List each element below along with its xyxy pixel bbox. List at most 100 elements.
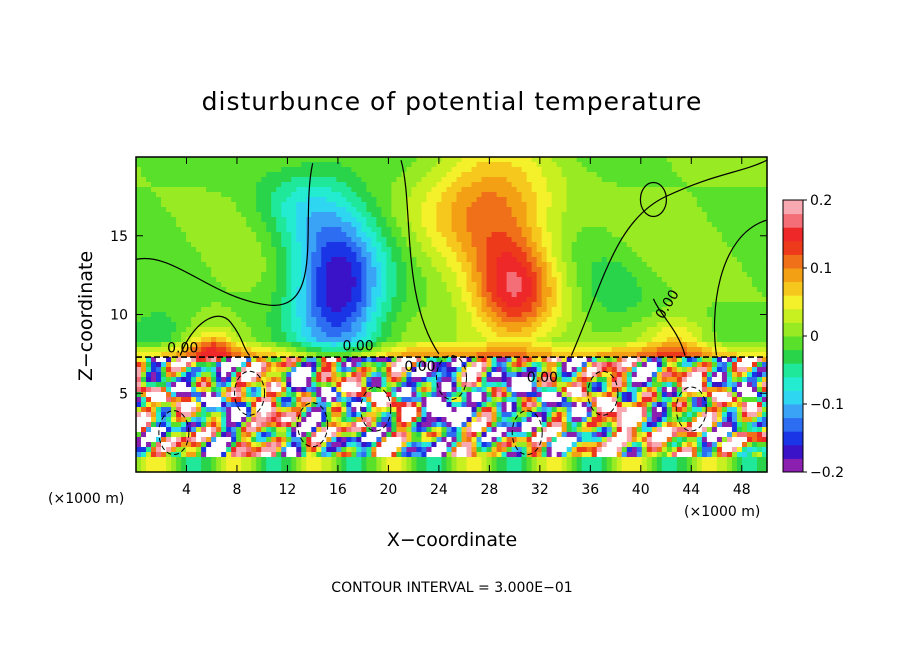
field-cell: [426, 192, 433, 198]
field-cell: [276, 252, 282, 258]
field-cell: [211, 187, 217, 193]
field-cell: [631, 207, 638, 213]
field-cell: [756, 192, 763, 198]
field-cell: [381, 327, 387, 333]
field-cell: [631, 192, 638, 198]
field-cell: [231, 317, 237, 323]
field-cell: [656, 277, 663, 283]
field-cell: [376, 172, 382, 178]
field-cell: [561, 182, 568, 188]
field-cell: [176, 352, 182, 358]
field-cell: [381, 347, 387, 353]
field-cell: [436, 162, 443, 168]
field-cell: [701, 177, 708, 183]
field-cell: [251, 202, 257, 208]
field-cell: [286, 242, 292, 248]
field-cell: [561, 212, 568, 218]
field-cell: [551, 202, 558, 208]
field-cell: [471, 232, 478, 238]
field-cell: [381, 292, 387, 298]
field-cell: [196, 192, 202, 198]
field-cell: [551, 172, 558, 178]
field-cell: [461, 332, 468, 338]
field-cell: [526, 197, 533, 203]
field-cell: [451, 247, 458, 253]
field-cell: [556, 337, 563, 343]
field-cell: [526, 307, 533, 313]
field-cell: [711, 277, 718, 283]
field-cell: [261, 332, 267, 338]
field-cell: [671, 282, 678, 288]
field-cell: [641, 252, 648, 258]
field-cell: [731, 207, 738, 213]
field-cell: [171, 187, 177, 193]
field-cell: [181, 197, 187, 203]
field-cell: [706, 272, 713, 278]
field-cell: [136, 217, 142, 223]
field-cell: [166, 177, 172, 183]
field-cell: [611, 277, 618, 283]
field-cell: [401, 327, 408, 333]
field-cell: [261, 257, 267, 263]
field-cell: [741, 272, 748, 278]
field-cell: [246, 197, 252, 203]
field-cell: [611, 232, 618, 238]
field-cell: [696, 302, 703, 308]
field-cell: [421, 317, 428, 323]
field-cell: [256, 257, 262, 263]
field-cell: [751, 317, 758, 323]
field-cell: [586, 192, 593, 198]
field-cell: [386, 212, 393, 218]
field-cell: [506, 327, 513, 333]
field-cell: [741, 277, 748, 283]
field-cell: [596, 182, 603, 188]
field-cell: [661, 227, 668, 233]
field-cell: [516, 297, 523, 303]
field-cell: [651, 262, 658, 268]
field-cell: [191, 182, 197, 188]
field-cell: [396, 252, 403, 258]
field-cell: [186, 282, 192, 288]
field-cell: [371, 237, 377, 243]
field-cell: [151, 302, 157, 308]
field-cell: [161, 232, 167, 238]
field-cell: [241, 312, 247, 318]
field-cell: [721, 182, 728, 188]
field-cell: [666, 267, 673, 273]
field-cell: [706, 197, 713, 203]
field-cell: [241, 292, 247, 298]
field-cell: [296, 327, 302, 333]
field-cell: [521, 232, 528, 238]
field-cell: [426, 162, 433, 168]
field-cell: [596, 267, 603, 273]
field-cell: [301, 312, 307, 318]
field-cell: [306, 172, 312, 178]
field-cell: [726, 157, 733, 163]
field-cell: [661, 162, 668, 168]
field-cell: [581, 282, 588, 288]
field-cell: [566, 282, 573, 288]
field-cell: [406, 167, 413, 173]
field-cell: [706, 307, 713, 313]
field-cell: [356, 352, 362, 358]
field-cell: [151, 277, 157, 283]
field-cell: [381, 237, 387, 243]
field-cell: [621, 202, 628, 208]
field-cell: [601, 347, 608, 353]
field-cell: [511, 157, 518, 163]
field-cell: [516, 172, 523, 178]
field-cell: [396, 297, 403, 303]
field-cell: [296, 267, 302, 273]
field-cell: [276, 332, 282, 338]
field-cell: [646, 277, 653, 283]
field-cell: [301, 227, 307, 233]
field-cell: [391, 332, 398, 338]
field-cell: [621, 212, 628, 218]
field-cell: [596, 237, 603, 243]
field-cell: [751, 237, 758, 243]
field-cell: [546, 257, 553, 263]
field-cell: [616, 287, 623, 293]
field-cell: [171, 292, 177, 298]
field-cell: [221, 222, 227, 228]
field-cell: [311, 337, 317, 343]
